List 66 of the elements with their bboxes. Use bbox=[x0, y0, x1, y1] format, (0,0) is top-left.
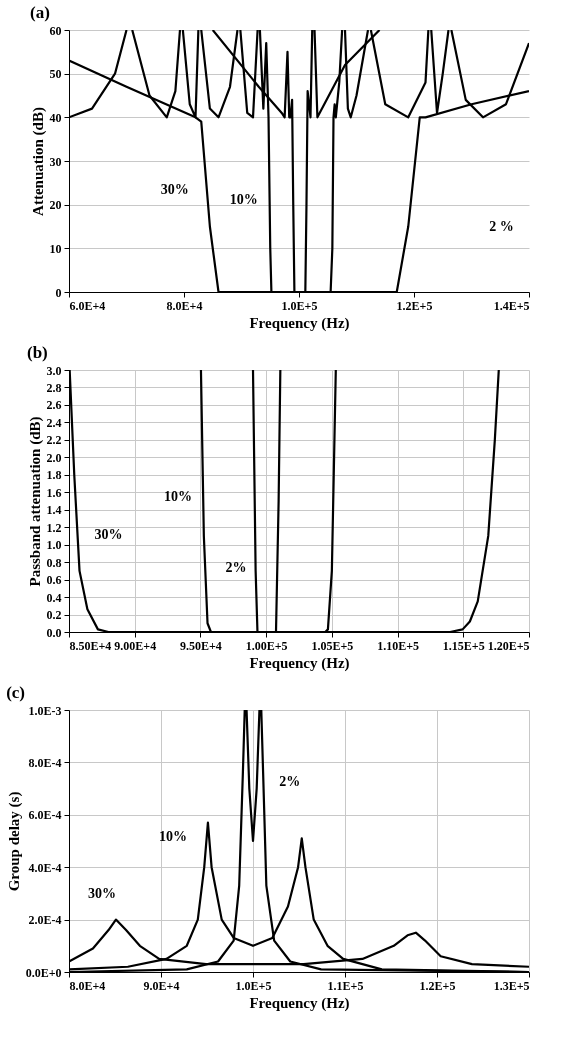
x-tick-label: 8.50E+4 bbox=[69, 638, 112, 653]
y-axis-title: Passband attenuation (dB) bbox=[26, 416, 44, 587]
y-tick-label: 30 bbox=[49, 154, 62, 169]
y-tick-label: 2.0E-4 bbox=[28, 913, 62, 928]
y-tick-label: 1.4 bbox=[46, 503, 62, 518]
annotation: 10% bbox=[164, 488, 193, 504]
y-tick-label: 0.0E+0 bbox=[25, 965, 62, 980]
x-axis-title: Frequency (Hz) bbox=[249, 314, 350, 332]
annotation: 2% bbox=[279, 774, 301, 790]
y-tick-label: 60 bbox=[49, 23, 62, 38]
x-tick-label: 9.00E+4 bbox=[114, 638, 157, 653]
y-tick-label: 1.8 bbox=[46, 468, 62, 483]
y-tick-label: 0.4 bbox=[46, 590, 62, 605]
chart-title: (a) bbox=[30, 3, 50, 22]
annotation: 30% bbox=[160, 181, 189, 197]
x-tick-label: 1.0E+5 bbox=[281, 298, 318, 313]
y-tick-label: 8.0E-4 bbox=[28, 755, 62, 770]
x-tick-label: 1.2E+5 bbox=[396, 298, 433, 313]
y-tick-label: 0.8 bbox=[46, 555, 62, 570]
x-tick-label: 1.20E+5 bbox=[487, 638, 530, 653]
y-tick-label: 0.6 bbox=[46, 573, 62, 588]
chart-title: (c) bbox=[6, 683, 26, 702]
y-tick-label: 2.4 bbox=[46, 415, 62, 430]
y-tick-label: 50 bbox=[49, 67, 62, 82]
annotation: 30% bbox=[94, 527, 123, 543]
x-tick-label: 1.15E+5 bbox=[442, 638, 485, 653]
x-tick-label: 1.00E+5 bbox=[245, 638, 288, 653]
x-tick-label: 8.0E+4 bbox=[166, 298, 203, 313]
x-tick-label: 8.0E+4 bbox=[69, 978, 106, 993]
y-tick-label: 2.6 bbox=[46, 398, 62, 413]
y-tick-label: 6.0E-4 bbox=[28, 808, 62, 823]
y-tick-label: 1.2 bbox=[46, 520, 62, 535]
y-tick-label: 10 bbox=[49, 241, 62, 256]
x-tick-label: 1.2E+5 bbox=[419, 978, 456, 993]
y-tick-label: 1.6 bbox=[46, 485, 62, 500]
x-axis-title: Frequency (Hz) bbox=[249, 654, 350, 672]
y-tick-label: 2.2 bbox=[46, 433, 62, 448]
x-tick-label: 1.3E+5 bbox=[493, 978, 530, 993]
x-tick-label: 1.05E+5 bbox=[311, 638, 354, 653]
annotation: 30% bbox=[88, 886, 117, 902]
annotation: 10% bbox=[229, 191, 258, 207]
y-tick-label: 1.0E-3 bbox=[28, 703, 62, 718]
y-axis-title: Attenuation (dB) bbox=[29, 107, 47, 216]
y-tick-label: 3.0 bbox=[46, 363, 62, 378]
y-tick-label: 0 bbox=[55, 285, 62, 300]
annotation: 10% bbox=[158, 828, 187, 844]
chart-title: (b) bbox=[27, 343, 48, 362]
y-tick-label: 20 bbox=[49, 198, 62, 213]
x-tick-label: 1.0E+5 bbox=[235, 978, 272, 993]
y-tick-label: 4.0E-4 bbox=[28, 860, 62, 875]
y-tick-label: 1.0 bbox=[46, 538, 62, 553]
x-tick-label: 1.1E+5 bbox=[327, 978, 364, 993]
y-tick-label: 40 bbox=[49, 110, 62, 125]
y-tick-label: 2.8 bbox=[46, 380, 62, 395]
annotation: 2% bbox=[225, 560, 247, 576]
y-axis-title: Group delay (s) bbox=[5, 791, 23, 892]
y-tick-label: 2.0 bbox=[46, 450, 62, 465]
x-axis-title: Frequency (Hz) bbox=[249, 994, 350, 1012]
x-tick-label: 9.0E+4 bbox=[143, 978, 180, 993]
x-tick-label: 1.10E+5 bbox=[377, 638, 419, 653]
x-tick-label: 9.50E+4 bbox=[180, 638, 222, 653]
x-tick-label: 1.4E+5 bbox=[493, 298, 530, 313]
annotation: 2 % bbox=[489, 218, 514, 234]
x-tick-label: 6.0E+4 bbox=[69, 298, 106, 313]
y-tick-label: 0.2 bbox=[46, 608, 62, 623]
y-tick-label: 0.0 bbox=[46, 625, 62, 640]
